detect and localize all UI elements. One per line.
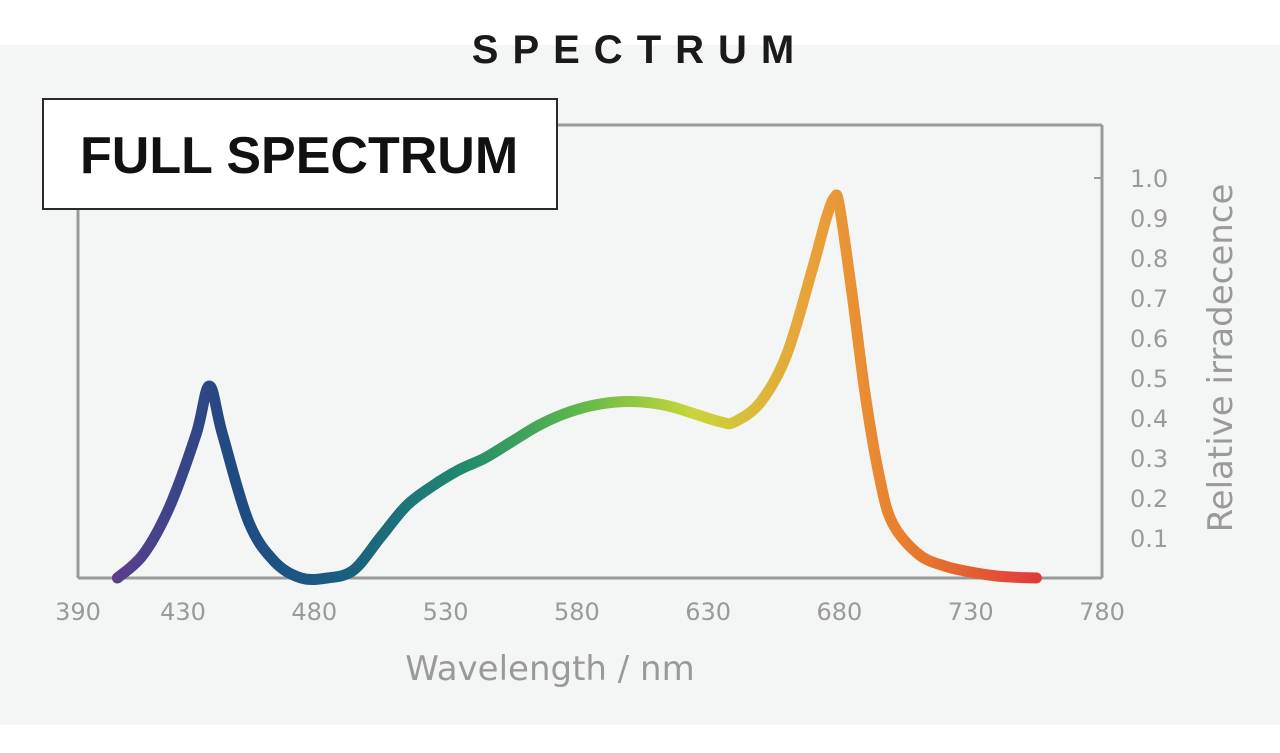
y-tick-label: 0.9 bbox=[1130, 205, 1168, 233]
x-tick-label: 630 bbox=[685, 598, 731, 626]
x-tick-label: 730 bbox=[948, 598, 994, 626]
x-axis-title: Wavelength / nm bbox=[405, 649, 694, 689]
y-tick-label: 0.2 bbox=[1130, 485, 1168, 513]
y-tick-label: 0.4 bbox=[1130, 405, 1168, 433]
page-title: SPECTRUM bbox=[471, 28, 809, 72]
x-tick-label: 530 bbox=[423, 598, 469, 626]
x-axis-ticks: 390 430 480 530 580 630 680 730 780 bbox=[55, 598, 1125, 626]
x-tick-label: 580 bbox=[554, 598, 600, 626]
x-tick-label: 780 bbox=[1079, 598, 1125, 626]
x-tick-label: 430 bbox=[160, 598, 206, 626]
y-axis-ticks: 1.0 0.9 0.8 0.7 0.6 0.5 0.4 0.3 0.2 0.1 bbox=[1130, 165, 1168, 553]
y-tick-label: 0.6 bbox=[1130, 325, 1168, 353]
spectrum-type-label: FULL SPECTRUM bbox=[80, 127, 519, 185]
spectrum-type-badge: FULL SPECTRUM bbox=[42, 98, 558, 210]
x-tick-label: 480 bbox=[291, 598, 337, 626]
x-tick-label: 390 bbox=[55, 598, 101, 626]
y-tick-label: 0.8 bbox=[1130, 245, 1168, 273]
y-tick-label: 0.5 bbox=[1130, 365, 1168, 393]
x-tick-label: 680 bbox=[817, 598, 863, 626]
y-tick-label: 0.3 bbox=[1130, 445, 1168, 473]
y-tick-label: 1.0 bbox=[1130, 165, 1168, 193]
y-tick-label: 0.1 bbox=[1130, 525, 1168, 553]
spectrum-series bbox=[111, 189, 1042, 586]
y-axis-title: Relative irradecence bbox=[1201, 184, 1241, 533]
spectrum-line bbox=[111, 189, 1042, 586]
y-tick-label: 0.7 bbox=[1130, 285, 1168, 313]
